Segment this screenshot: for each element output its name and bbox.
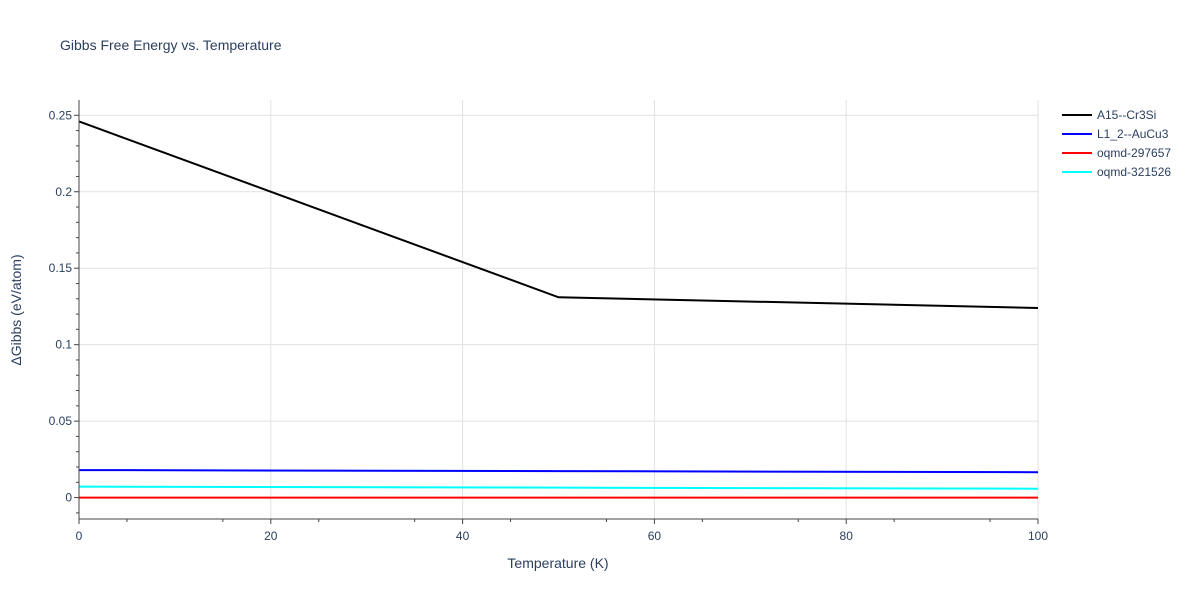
y-tick-label: 0 [65, 491, 72, 505]
x-tick-label: 80 [840, 529, 854, 543]
legend-item[interactable]: oqmd-297657 [1062, 146, 1171, 160]
x-tick-label: 40 [456, 529, 470, 543]
x-tick-label: 100 [1028, 529, 1048, 543]
legend-item[interactable]: L1_2--AuCu3 [1062, 127, 1169, 141]
legend[interactable]: A15--Cr3Si L1_2--AuCu3 oqmd-297657 oqmd-321… [1062, 108, 1171, 179]
grid-lines [79, 100, 1039, 519]
series-lines [78, 120, 1039, 499]
series-line-A15--Cr3Si [78, 120, 1039, 309]
x-tick-label: 20 [264, 529, 278, 543]
x-tick-label: 0 [76, 529, 83, 543]
chart-title: Gibbs Free Energy vs. Temperature [60, 37, 282, 53]
legend-label: oqmd-321526 [1097, 165, 1171, 179]
legend-item[interactable]: oqmd-321526 [1062, 165, 1171, 179]
series-line-L1_2--AuCu3 [78, 469, 1039, 474]
y-axis-title: ΔGibbs (eV/atom) [8, 254, 24, 365]
axes [74, 100, 1039, 524]
legend-label: oqmd-297657 [1097, 146, 1171, 160]
legend-label: L1_2--AuCu3 [1097, 127, 1169, 141]
y-tick-label: 0.25 [49, 108, 73, 122]
x-tick-labels: 0 20 40 60 80 100 [76, 529, 1049, 543]
legend-item[interactable]: A15--Cr3Si [1062, 108, 1156, 122]
y-tick-label: 0.05 [49, 414, 73, 428]
y-tick-label: 0.1 [55, 338, 72, 352]
legend-label: A15--Cr3Si [1097, 108, 1156, 122]
y-tick-label: 0.15 [49, 261, 73, 275]
series-line-oqmd-321526 [78, 485, 1039, 490]
y-tick-labels: 0 0.05 0.1 0.15 0.2 0.25 [49, 108, 73, 504]
y-tick-label: 0.2 [55, 185, 72, 199]
x-tick-label: 60 [648, 529, 662, 543]
x-axis-title: Temperature (K) [507, 555, 608, 571]
